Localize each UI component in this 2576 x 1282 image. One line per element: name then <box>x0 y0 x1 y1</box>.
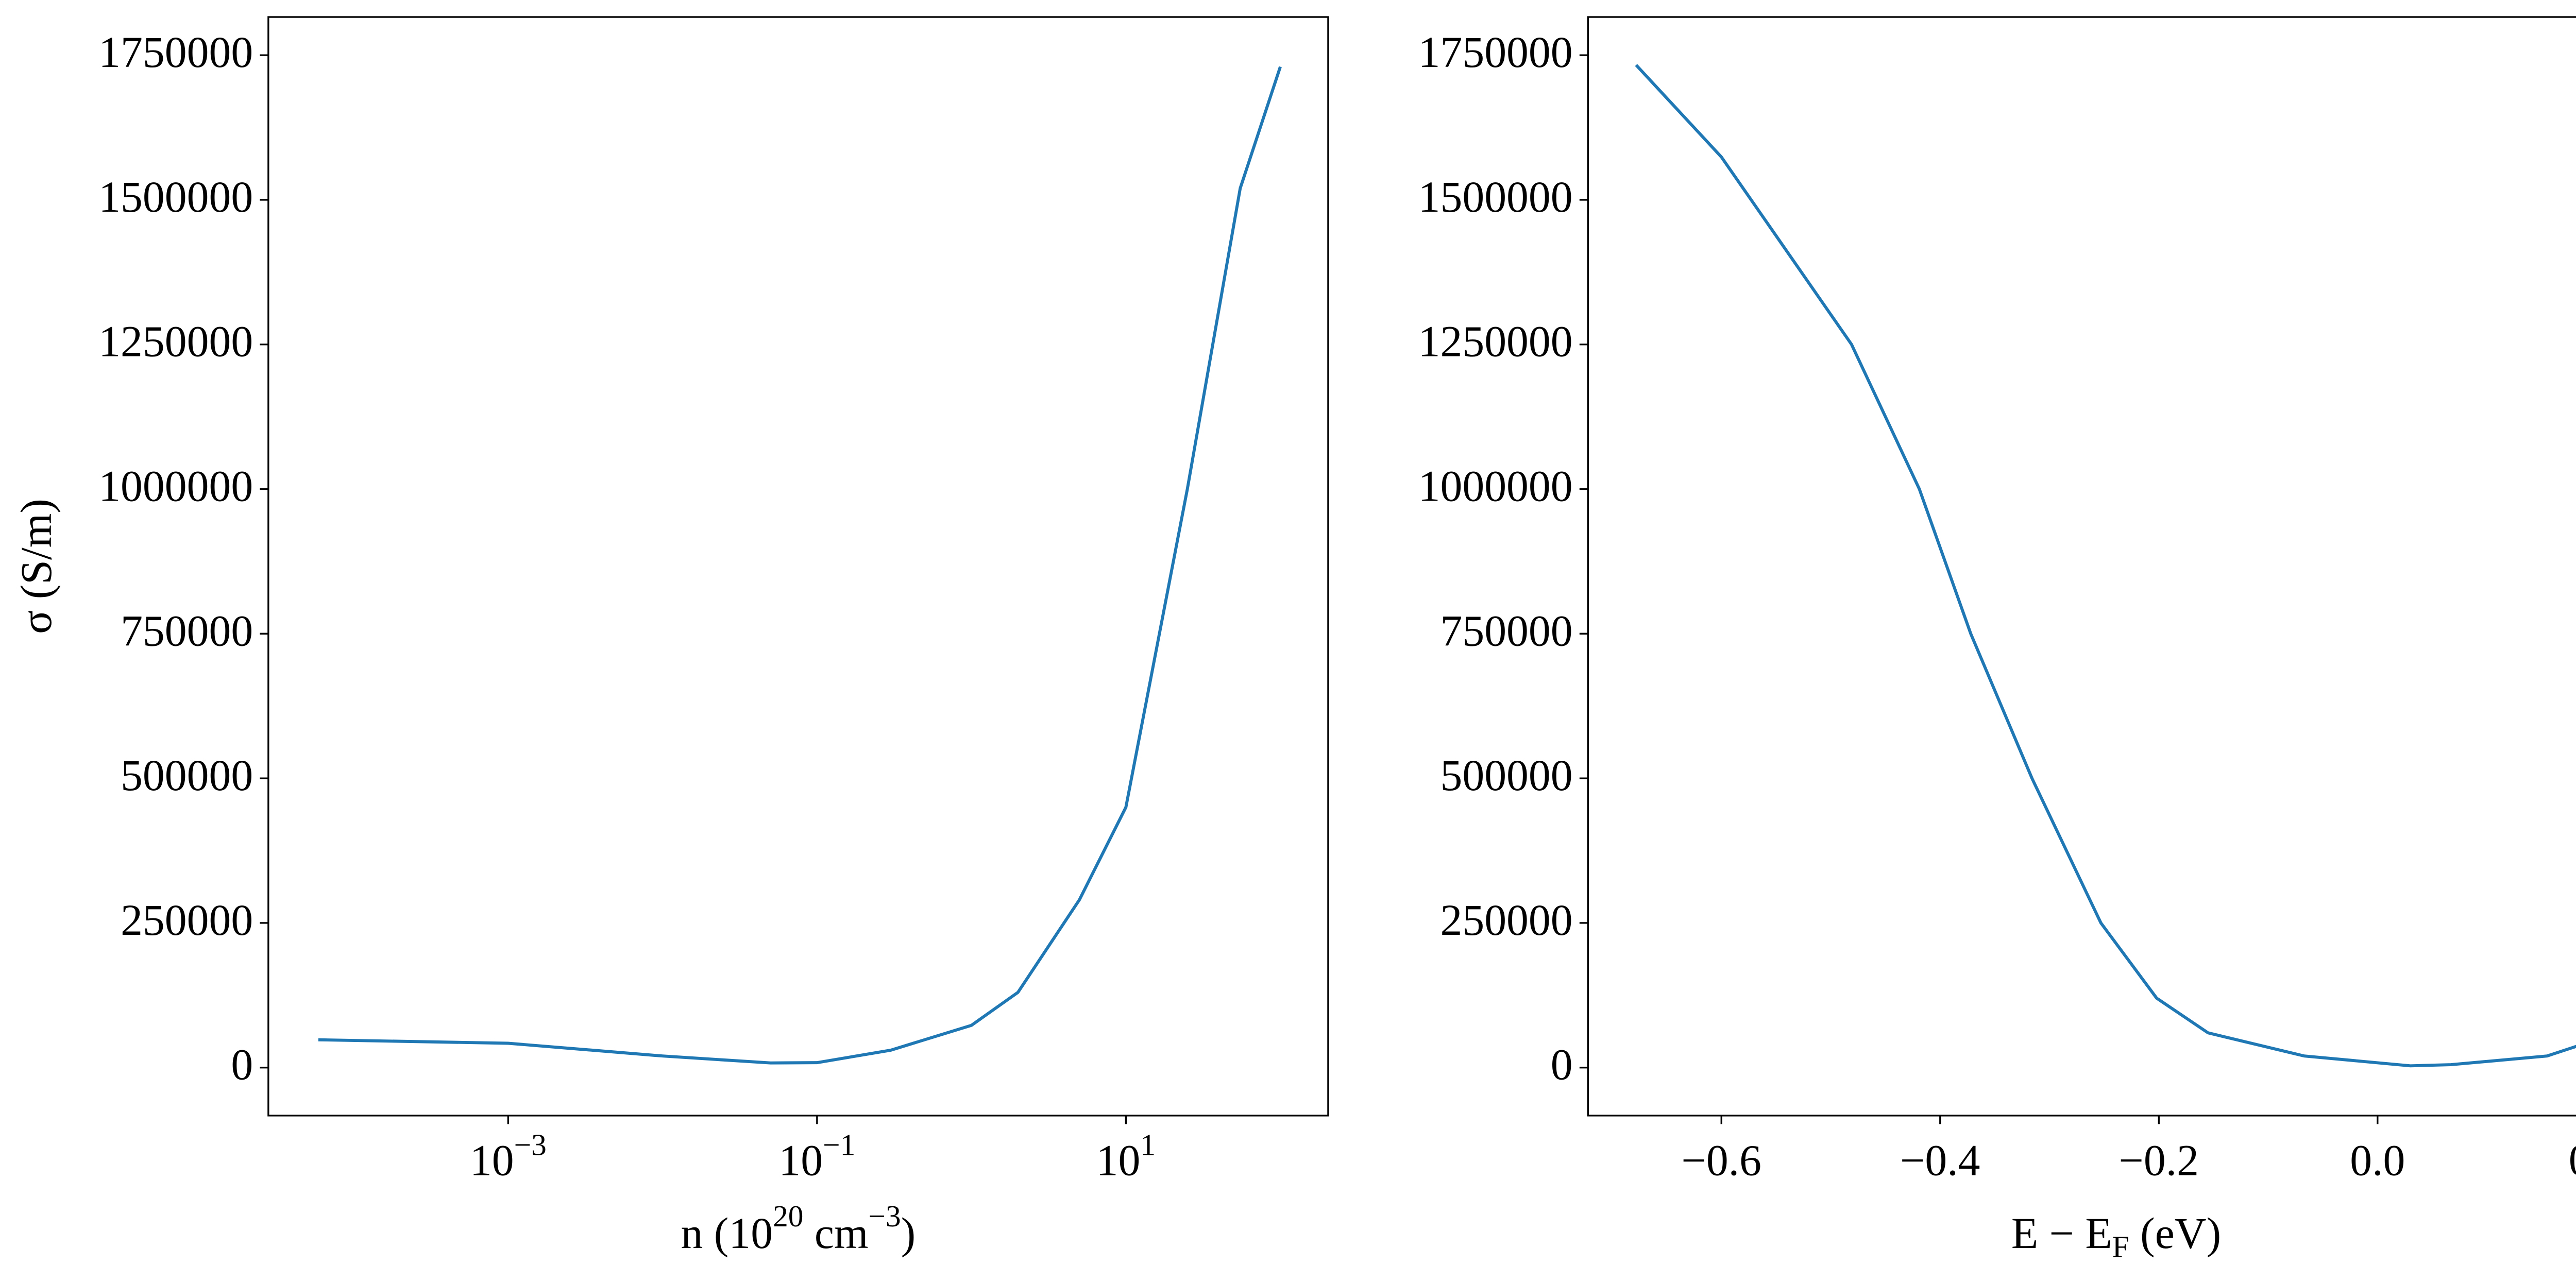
tick-exponent: −1 <box>823 1127 855 1161</box>
x-tick-label: 10−1 <box>778 1127 855 1185</box>
x-axis-label-part: n (10 <box>681 1209 773 1258</box>
y-tick-label: 1000000 <box>1418 461 1573 510</box>
y-tick-label: 750000 <box>121 606 253 655</box>
tick-base: −0.4 <box>1900 1136 1980 1185</box>
y-tick-label: 500000 <box>1440 751 1573 800</box>
y-tick-label: 750000 <box>1440 606 1573 655</box>
panel: 0 250000 500000 750000 1000000 1250000 1500000… <box>12 16 1329 1258</box>
x-tick-label: −0.4 <box>1900 1136 1980 1185</box>
tick-exponent: 1 <box>1140 1127 1156 1161</box>
x-axis-label-part: E − E <box>2011 1209 2112 1258</box>
x-tick-label: 101 <box>1096 1127 1156 1185</box>
x-axis-label-part: (eV) <box>2129 1209 2221 1258</box>
y-axis-label: σ (S/m) <box>12 499 61 634</box>
plot-frame <box>267 16 1329 1117</box>
y-tick-label: 0 <box>231 1040 253 1089</box>
y-tick-label: 250000 <box>121 896 253 945</box>
y-tick-label: 1250000 <box>1418 317 1573 366</box>
y-tick-label: 250000 <box>1440 896 1573 945</box>
x-tick-label: 10−3 <box>470 1127 547 1185</box>
x-axis-label-part: −3 <box>869 1199 901 1233</box>
x-axis-label-part: 20 <box>773 1199 803 1233</box>
x-tick-label: 0.0 <box>2350 1136 2405 1185</box>
x-axis-label: n (1020 cm−3) <box>681 1199 916 1258</box>
x-axis-label-part: F <box>2112 1229 2129 1263</box>
tick-base: −0.2 <box>2119 1136 2199 1185</box>
plot-frame <box>1587 16 2576 1117</box>
x-axis-label-part: cm <box>803 1209 868 1258</box>
y-tick-label: 1500000 <box>98 173 253 221</box>
x-axis-label-part: ) <box>901 1209 916 1258</box>
tick-base: 10 <box>1096 1136 1141 1185</box>
x-tick-label: −0.6 <box>1682 1136 1761 1185</box>
x-tick-label: 0.2 <box>2569 1136 2576 1185</box>
y-tick-label: 500000 <box>121 751 253 800</box>
tick-base: −0.6 <box>1682 1136 1761 1185</box>
y-tick-label: 1500000 <box>1418 173 1573 221</box>
data-line <box>318 66 1282 1065</box>
data-line <box>1635 64 2576 1068</box>
tick-base: 0.0 <box>2350 1136 2405 1185</box>
y-tick-label: 1250000 <box>98 317 253 366</box>
tick-exponent: −3 <box>514 1127 547 1161</box>
x-axis-label: E − EF (eV) <box>2011 1209 2221 1263</box>
y-tick-label: 1750000 <box>98 28 253 77</box>
panel: 0 250000 500000 750000 1000000 1250000 1500000… <box>1418 16 2576 1263</box>
x-tick-label: −0.2 <box>2119 1136 2199 1185</box>
tick-base: 10 <box>778 1136 823 1185</box>
y-tick-label: 1000000 <box>98 461 253 510</box>
tick-base: 10 <box>470 1136 514 1185</box>
y-tick-label: 0 <box>1551 1040 1573 1089</box>
y-tick-label: 1750000 <box>1418 28 1573 77</box>
